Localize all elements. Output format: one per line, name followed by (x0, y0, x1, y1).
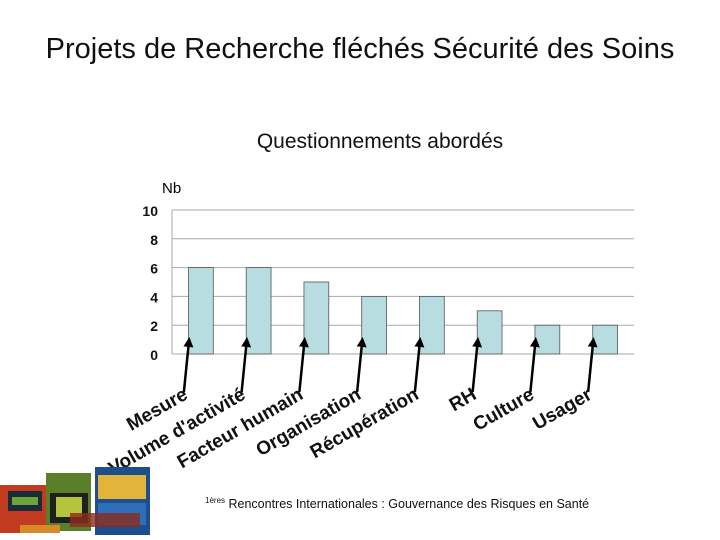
chart-subtitle: Questionnements abordés (256, 130, 504, 153)
y-tick-label: 2 (150, 318, 158, 334)
bar (419, 295, 445, 355)
y-tick-label: 0 (150, 347, 158, 363)
y-tick-label: 10 (142, 203, 158, 219)
arrow (355, 337, 367, 393)
arrow (586, 337, 598, 393)
bar (534, 324, 561, 355)
arrow (529, 337, 540, 393)
arrow (298, 337, 309, 393)
arrow (413, 337, 425, 393)
conference-logo (0, 467, 150, 535)
y-axis-title: Nb (162, 180, 181, 197)
footer-caption: Rencontres Internationales : Gouvernance… (225, 497, 590, 511)
bar (592, 324, 618, 355)
arrows (182, 337, 598, 393)
arrow (240, 337, 252, 393)
y-tick-label: 8 (150, 232, 158, 248)
bar (303, 281, 330, 355)
y-tick-label: 6 (150, 261, 158, 277)
category-label: RH (446, 384, 480, 416)
footer-superscript: 1ères (205, 496, 226, 505)
bar (188, 267, 214, 355)
bars (188, 267, 618, 355)
footer-text: 1ères Rencontres Internationales : Gouve… (205, 496, 589, 511)
slide-title: Projets de Recherche fléchés Sécurité de… (45, 33, 675, 65)
y-tick-label: 4 (150, 289, 158, 305)
gridlines (171, 209, 634, 355)
arrow (471, 337, 483, 393)
bar (245, 267, 272, 355)
category-label: Usager (529, 384, 596, 435)
category-label: Culture (470, 384, 538, 435)
arrow (182, 337, 194, 393)
bar (361, 295, 387, 355)
bar (476, 310, 503, 355)
